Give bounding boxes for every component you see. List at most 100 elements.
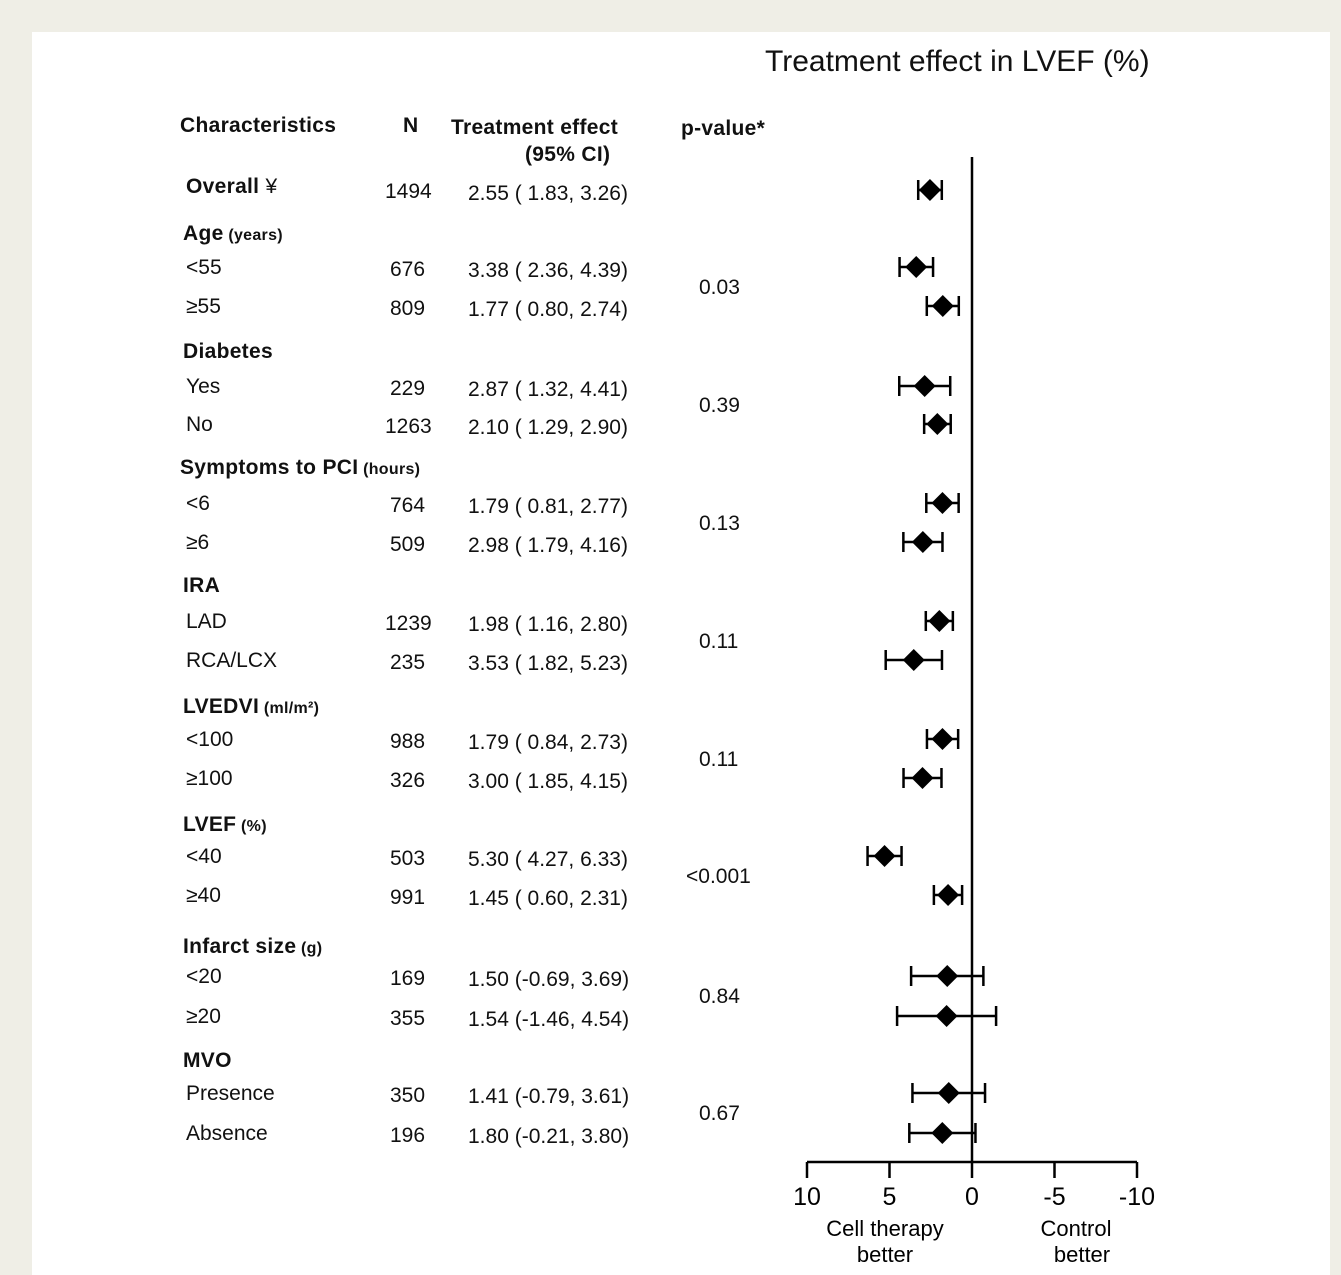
- p-value: 0.03: [699, 275, 740, 299]
- row-ci-text: 3.38 ( 2.36, 4.39): [468, 259, 628, 282]
- p-value: 0.13: [699, 511, 740, 535]
- row-n: 1239: [385, 612, 432, 635]
- point-estimate: [931, 492, 954, 514]
- group-unit: (hours): [358, 461, 421, 478]
- row-label: ≥6: [186, 531, 210, 554]
- row-n: 991: [390, 886, 426, 909]
- row-ci-text: 3.53 ( 1.82, 5.23): [468, 652, 628, 675]
- point-estimate: [913, 375, 936, 397]
- row-ci-text: 1.50 (-0.69, 3.69): [468, 968, 630, 991]
- point-estimate: [928, 610, 951, 632]
- point-estimate: [935, 1005, 958, 1027]
- row-ci-text: 1.98 ( 1.16, 2.80): [468, 613, 628, 636]
- point-estimate: [926, 413, 949, 435]
- point-estimate: [911, 767, 934, 789]
- row-n: 988: [390, 730, 426, 753]
- row-ci-text: 1.79 ( 0.81, 2.77): [468, 495, 628, 518]
- row-n: 676: [390, 258, 426, 281]
- header-n: N: [403, 114, 419, 137]
- header-effect-line2: (95% CI): [525, 143, 611, 166]
- row-ci-text: 3.00 ( 1.85, 4.15): [468, 770, 628, 793]
- group-label: IRA: [183, 574, 221, 597]
- row-label: ≥40: [186, 884, 221, 907]
- point-estimate: [902, 649, 925, 671]
- x-tick-label: 5: [883, 1183, 897, 1211]
- row-ci-text: 5.30 ( 4.27, 6.33): [468, 848, 628, 871]
- row-n: 350: [390, 1084, 426, 1107]
- plot-title: Treatment effect in LVEF (%): [765, 45, 1150, 78]
- row-ci-text: 2.87 ( 1.32, 4.41): [468, 378, 628, 401]
- row-label: ≥20: [186, 1005, 221, 1028]
- p-value: 0.11: [699, 747, 739, 771]
- group-label: Infarct size (g): [183, 935, 323, 958]
- point-estimate: [911, 531, 934, 553]
- row-n: 196: [390, 1124, 426, 1147]
- row-ci-text: 2.10 ( 1.29, 2.90): [468, 416, 628, 439]
- p-value: 0.11: [699, 629, 739, 653]
- group-suffix: ¥: [259, 175, 278, 198]
- row-n: 809: [390, 297, 426, 320]
- row-label: <100: [186, 728, 234, 751]
- row-label: LAD: [186, 610, 227, 633]
- p-value: <0.001: [686, 864, 751, 888]
- row-label: <40: [186, 845, 222, 868]
- row-ci-text: 2.55 ( 1.83, 3.26): [468, 182, 628, 205]
- header-effect-line1: Treatment effect: [451, 116, 619, 139]
- row-n: 326: [390, 769, 426, 792]
- point-estimate: [936, 965, 959, 987]
- row-n: 235: [390, 651, 426, 674]
- row-ci-text: 1.54 (-1.46, 4.54): [468, 1008, 630, 1031]
- p-value: 0.39: [699, 394, 740, 417]
- p-value: 0.84: [699, 985, 740, 1008]
- row-label: <55: [186, 256, 222, 279]
- row-ci-text: 1.80 (-0.21, 3.80): [468, 1125, 630, 1148]
- row-n: 1263: [385, 415, 432, 438]
- row-ci-text: 1.77 ( 0.80, 2.74): [468, 298, 628, 321]
- row-label: Presence: [186, 1082, 275, 1105]
- x-label-right: better: [1054, 1242, 1110, 1267]
- group-unit: (%): [236, 818, 267, 835]
- point-estimate: [905, 256, 928, 278]
- group-label: Symptoms to PCI (hours): [180, 456, 421, 479]
- point-estimate: [931, 728, 954, 750]
- group-label: Age (years): [183, 222, 283, 245]
- row-ci-text: 1.79 ( 0.84, 2.73): [468, 731, 628, 754]
- point-estimate: [937, 1082, 960, 1104]
- x-tick-label: 10: [793, 1183, 821, 1211]
- row-label: No: [186, 413, 213, 436]
- row-label: Absence: [186, 1122, 268, 1145]
- group-label: Overall ¥: [186, 175, 278, 198]
- row-ci-text: 2.98 ( 1.79, 4.16): [468, 534, 628, 557]
- group-unit: (ml/m²): [259, 700, 320, 717]
- group-label: LVEF (%): [183, 813, 267, 836]
- x-label-right: Control: [1041, 1216, 1112, 1241]
- p-value: 0.67: [699, 1102, 740, 1125]
- row-ci-text: 1.41 (-0.79, 3.61): [468, 1085, 630, 1108]
- row-n: 1494: [385, 180, 432, 203]
- row-label: ≥100: [186, 767, 233, 790]
- x-label-left: Cell therapy: [826, 1216, 943, 1241]
- point-estimate: [931, 295, 954, 317]
- row-n: 509: [390, 533, 426, 556]
- row-n: 355: [390, 1007, 426, 1030]
- row-ci-text: 1.45 ( 0.60, 2.31): [468, 887, 628, 910]
- point-estimate: [931, 1122, 954, 1144]
- group-label: MVO: [183, 1049, 232, 1072]
- row-label: <20: [186, 965, 222, 988]
- row-n: 169: [390, 967, 426, 990]
- row-n: 503: [390, 847, 426, 870]
- group-label: Diabetes: [183, 340, 273, 363]
- group-unit: (years): [223, 227, 283, 244]
- header-characteristics: Characteristics: [180, 114, 337, 137]
- row-label: ≥55: [186, 295, 221, 318]
- figure-panel: [32, 32, 1330, 1275]
- x-tick-label: -5: [1043, 1183, 1065, 1211]
- row-label: Yes: [186, 375, 221, 398]
- row-n: 229: [390, 377, 426, 400]
- x-tick-label: 0: [965, 1183, 979, 1211]
- point-estimate: [873, 845, 896, 867]
- group-unit: (g): [296, 940, 323, 957]
- point-estimate: [918, 179, 941, 201]
- header-pvalue: p-value*: [681, 117, 766, 140]
- row-n: 764: [390, 494, 426, 517]
